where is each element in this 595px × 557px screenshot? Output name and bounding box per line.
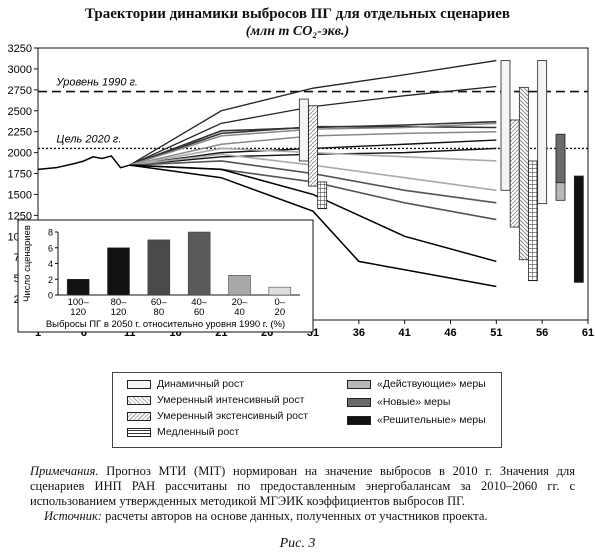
x-tick-label: 41	[399, 327, 411, 339]
chart-title: Траектории динамики выбросов ПГ для отде…	[84, 6, 511, 22]
y-tick-label: 1500	[8, 189, 32, 201]
inset-x-tick-label: 40	[234, 307, 245, 318]
chart-subtitle: (млн т СО₂-экв.)	[245, 24, 350, 39]
x-tick-label: 56	[536, 327, 548, 339]
range-bar-decisive-measures	[573, 175, 584, 283]
figure-caption: Рис. 3	[279, 536, 316, 551]
x-tick-label: 61	[582, 327, 594, 339]
legend-label-new-measures: «Новые» меры	[377, 396, 451, 408]
reference-line-label: Цель 2020 г.	[56, 133, 121, 145]
inset-x-label: Выбросы ПГ в 2050 г. относительно уровня…	[46, 319, 285, 330]
inset-y-tick-label: 2	[48, 275, 53, 285]
notes-line-1: Примечания. Прогноз МТИ (МIТ) нормирован…	[30, 464, 575, 509]
x-tick-label: 6	[81, 327, 87, 339]
inset-x-tick-label: 60	[194, 307, 205, 318]
inset-bar	[107, 247, 130, 296]
legend-swatch-decisive-measures	[347, 415, 371, 425]
legend-item-moderate-intensive: Умеренный интенсивный рост	[127, 394, 304, 406]
y-tick-label: 1250	[8, 210, 32, 222]
inset-x-tick-label: 120	[111, 307, 127, 318]
legend-label-current-measures: «Действующие» меры	[377, 378, 486, 390]
source-text: расчеты авторов на основе данных, получе…	[101, 509, 488, 523]
inset-y-tick-label: 4	[48, 259, 53, 269]
series-line-dynamic	[129, 59, 497, 166]
inset-bar	[147, 239, 171, 296]
y-tick-label: 2750	[8, 85, 32, 97]
x-tick-label: 51	[490, 327, 502, 339]
range-bar-moderate-intensive	[509, 119, 520, 228]
legend-swatch-new-measures	[347, 397, 371, 407]
legend-item-decisive-measures: «Решительные» меры	[347, 414, 486, 426]
legend-swatch-current-measures	[347, 379, 371, 389]
x-tick-label: 36	[353, 327, 365, 339]
legend-label-dynamic: Динамичный рост	[157, 378, 245, 390]
notes: Примечания. Прогноз МТИ (МIТ) нормирован…	[30, 464, 575, 524]
inset-x-tick-label: 80–	[111, 297, 128, 308]
inset-bar	[66, 279, 90, 296]
x-tick-label: 1	[35, 327, 41, 339]
range-bar-slow	[528, 160, 538, 282]
x-tick-label: 11	[124, 327, 136, 339]
y-tick-label: 2500	[8, 106, 32, 118]
inset-y-tick-label: 0	[48, 291, 53, 301]
legend-item-current-measures: «Действующие» меры	[347, 378, 486, 390]
inset-x-tick-label: 80	[154, 307, 165, 318]
range-bar-dynamic	[537, 60, 548, 205]
legend: Динамичный рост Умеренный интенсивный ро…	[112, 372, 502, 448]
legend-swatch-moderate-extensive	[127, 411, 151, 421]
legend-item-new-measures: «Новые» меры	[347, 396, 450, 408]
notes-label: Примечания.	[30, 464, 99, 478]
history-line	[37, 155, 130, 171]
legend-label-moderate-intensive: Умеренный интенсивный рост	[157, 394, 305, 406]
series-line-decisive-measures	[129, 164, 497, 263]
legend-item-slow: Медленный рост	[127, 426, 239, 438]
reference-lines: Уровень 1990 г. Цель 2020 г.	[38, 77, 588, 150]
notes-text: Прогноз МТИ (МIТ) нормирован на значение…	[30, 464, 575, 508]
history-series	[37, 155, 130, 171]
legend-item-moderate-extensive: Умеренный экстенсивный рост	[127, 410, 308, 422]
emissions-chart: 0250500750100012501500175020002250250027…	[8, 43, 595, 339]
inset-bar	[187, 231, 211, 296]
inset-x-tick-label: 100–	[68, 297, 90, 308]
legend-swatch-moderate-intensive	[127, 395, 151, 405]
legend-label-slow: Медленный рост	[157, 426, 240, 438]
inset-y-tick-label: 6	[48, 243, 53, 253]
legend-label-decisive-measures: «Решительные» меры	[377, 414, 486, 426]
inset-x-tick-label: 0–	[275, 297, 286, 308]
y-tick-label: 2250	[8, 127, 32, 139]
scenario-ranges	[298, 60, 584, 283]
legend-swatch-slow	[127, 427, 151, 437]
inset-x-tick-label: 20–	[232, 297, 249, 308]
source-label: Источник:	[44, 509, 102, 523]
inset-bar	[268, 286, 292, 296]
series-line-decisive-measures	[129, 164, 497, 288]
range-bar-new-measures	[555, 133, 566, 184]
inset-y-tick-label: 8	[48, 228, 53, 238]
inset-x-tick-label: 20	[275, 307, 286, 318]
range-bar-dynamic	[298, 98, 309, 162]
x-tick-label: 46	[444, 327, 456, 339]
reference-line-label: Уровень 1990 г.	[55, 77, 138, 89]
y-tick-label: 3250	[8, 43, 32, 55]
y-tick-label: 3000	[8, 64, 32, 76]
legend-item-dynamic: Динамичный рост	[127, 378, 244, 390]
range-bar-moderate-intensive	[308, 105, 318, 187]
range-bar-slow	[317, 181, 328, 210]
legend-label-moderate-extensive: Умеренный экстенсивный рост	[157, 410, 309, 422]
inset-x-tick-label: 60–	[151, 297, 168, 308]
notes-line-2: Источник: расчеты авторов на основе данн…	[30, 509, 575, 524]
inset-y-label: Число сценариев	[22, 225, 33, 302]
legend-swatch-dynamic	[127, 379, 151, 389]
inset-x-tick-label: 120	[70, 307, 86, 318]
inset-x-tick-label: 40–	[191, 297, 208, 308]
range-bar-dynamic	[500, 60, 511, 191]
y-tick-label: 2000	[8, 148, 32, 160]
range-bar-moderate-extensive	[518, 86, 529, 261]
inset-bar	[228, 275, 251, 296]
y-tick-label: 1750	[8, 169, 32, 181]
